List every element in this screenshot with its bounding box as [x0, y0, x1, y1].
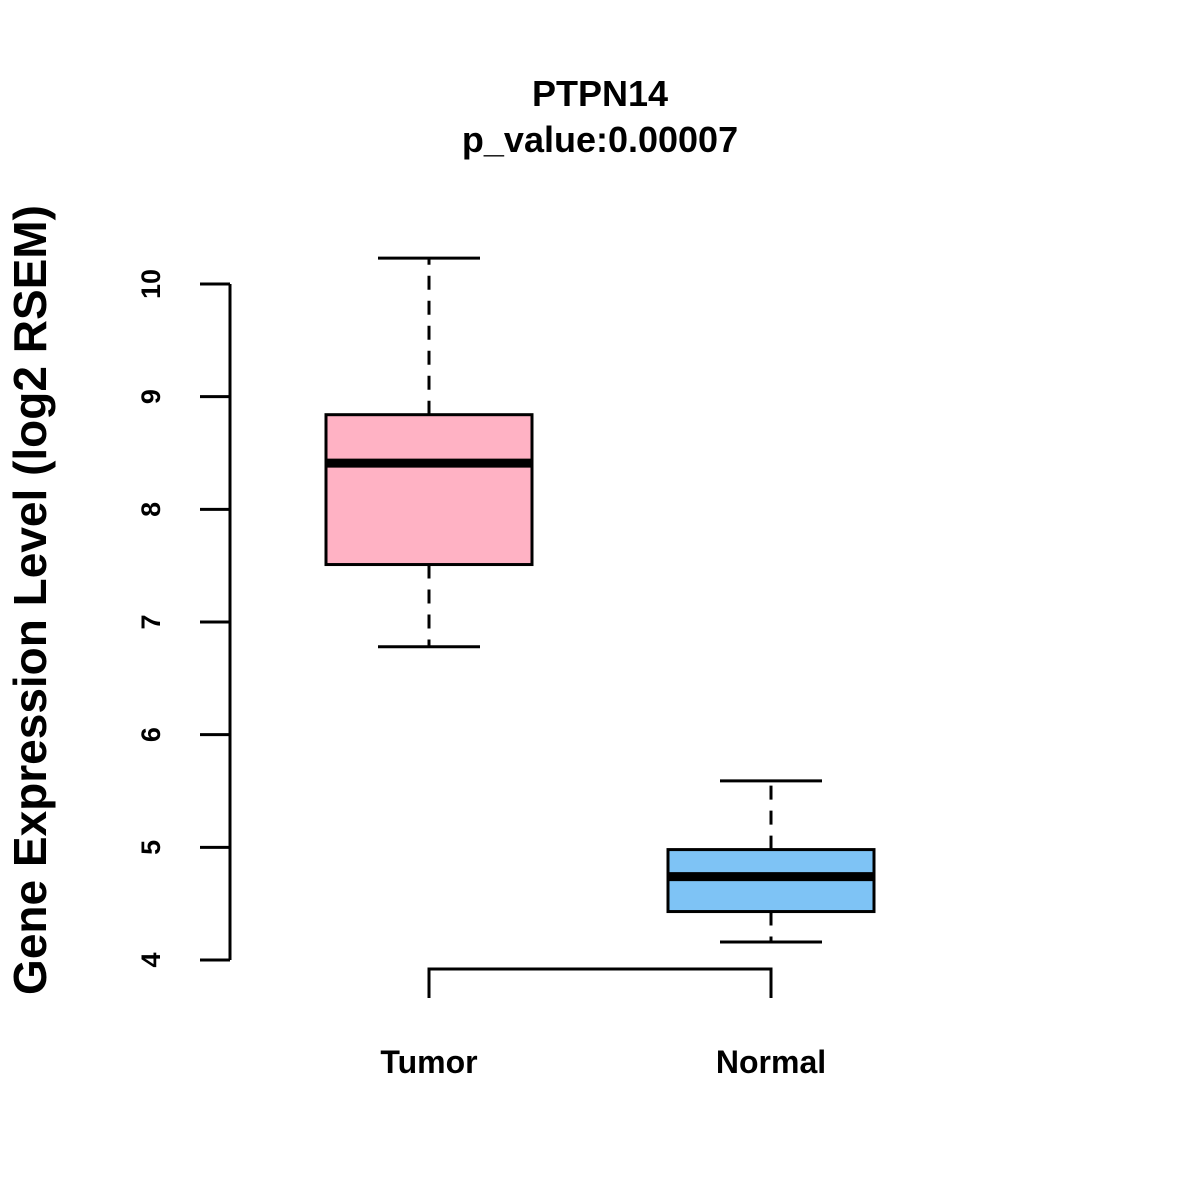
- boxes: [324, 256, 876, 944]
- y-tick-label: 5: [136, 840, 166, 855]
- y-tick-label: 8: [136, 502, 166, 517]
- box-tumor: [324, 256, 534, 649]
- y-tick-label: 4: [136, 952, 166, 967]
- box-normal: [666, 779, 876, 944]
- y-tick-label: 6: [136, 727, 166, 742]
- category-labels: Tumor Normal: [380, 1044, 826, 1080]
- y-tick-label: 10: [136, 269, 166, 299]
- y-axis-label: Gene Expression Level (log2 RSEM): [4, 205, 56, 995]
- y-tick-label: 9: [136, 389, 166, 404]
- comparison-bracket: [427, 967, 773, 998]
- y-axis: 4 5 6 7 8 9 10: [136, 269, 232, 968]
- y-tick-label: 7: [136, 614, 166, 629]
- box-body: [324, 413, 534, 567]
- x-category-label: Tumor: [380, 1044, 477, 1080]
- bracket-line: [427, 967, 773, 998]
- chart-title: PTPN14: [532, 73, 668, 114]
- chart-subtitle: p_value:0.00007: [462, 119, 738, 160]
- x-category-label: Normal: [716, 1044, 826, 1080]
